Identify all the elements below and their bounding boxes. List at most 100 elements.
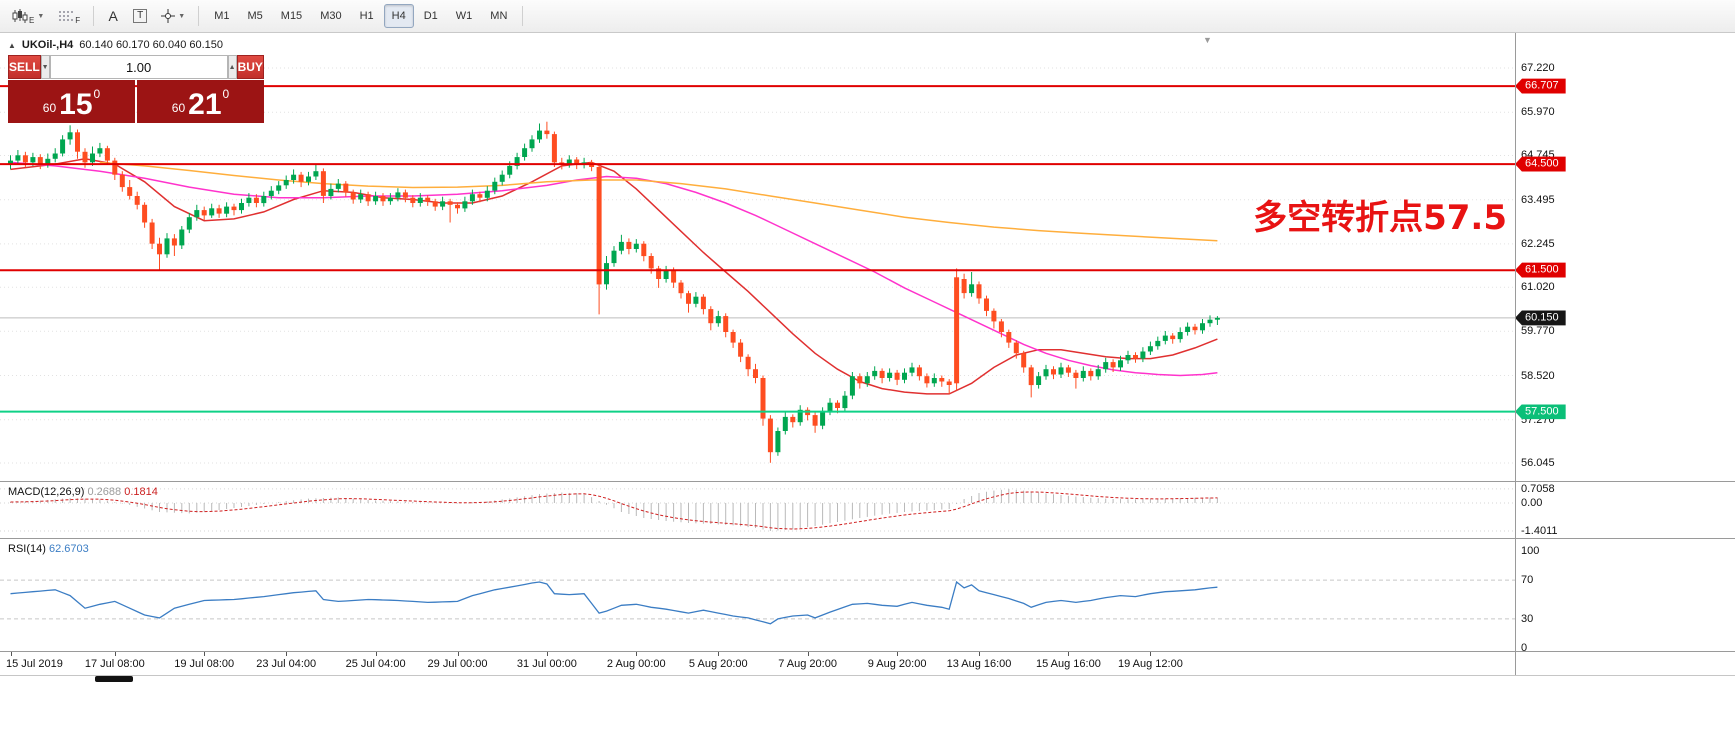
time-axis-label: 19 Aug 12:00 <box>1117 658 1183 670</box>
tool-sub-label: E <box>29 15 35 25</box>
textbox-tool-button[interactable]: T <box>127 4 153 28</box>
time-axis-label: 23 Jul 04:00 <box>256 658 317 670</box>
text-tool-icon: A <box>108 8 118 24</box>
trade-prices-row: 60 15 0 60 21 0 <box>8 80 264 123</box>
ask-prefix: 60 <box>171 101 186 115</box>
timeframe-button-m1[interactable]: M1 <box>214 10 230 22</box>
time-axis-tick <box>10 652 12 656</box>
time-axis-tick <box>546 652 548 656</box>
tool-sub-label: F <box>75 15 81 25</box>
ohlc-readout: 60.140 60.170 60.040 60.150 <box>79 39 224 51</box>
macd-axis-label: -1.4011 <box>1521 525 1558 538</box>
rsi-axis-label: 70 <box>1521 574 1534 587</box>
price-axis-badge: 60.150 <box>1515 310 1566 326</box>
window-bottom-border <box>0 675 1735 676</box>
textbox-tool-icon: T <box>133 9 148 23</box>
ask-sup-digit: 0 <box>222 87 230 101</box>
price-axis-badge: 61.500 <box>1515 262 1566 278</box>
time-axis-label: 5 Aug 20:00 <box>688 658 748 670</box>
text-tool-button[interactable]: A <box>101 4 125 28</box>
volume-increase-button[interactable]: ▲ <box>227 55 237 79</box>
macd-axis-label: 0.7058 <box>1521 482 1555 495</box>
buy-button[interactable]: BUY <box>236 55 264 79</box>
timeframe-button-mn[interactable]: MN <box>490 10 508 22</box>
toolbar-separator <box>198 6 200 26</box>
price-axis-label: 59.770 <box>1521 325 1555 338</box>
time-axis-tick <box>636 652 638 656</box>
time-axis-tick <box>807 652 809 656</box>
price-axis-badge: 57.500 <box>1515 404 1566 420</box>
price-axis-label: 58.520 <box>1521 369 1555 382</box>
time-axis-label: 9 Aug 20:00 <box>867 658 927 670</box>
time-axis-label: 2 Aug 00:00 <box>606 658 666 670</box>
time-axis-label: 31 Jul 00:00 <box>516 658 577 670</box>
time-axis-tick <box>286 652 288 656</box>
timeframe-button-h1[interactable]: H1 <box>359 10 374 22</box>
time-axis-label: 29 Jul 00:00 <box>427 658 488 670</box>
macd-value-signal: 0.1814 <box>124 486 158 498</box>
macd-chart-canvas[interactable] <box>0 482 1515 538</box>
rsi-name: RSI(14) <box>8 543 46 555</box>
price-axis-label: 65.970 <box>1521 106 1555 119</box>
macd-rsi-splitter[interactable] <box>0 538 1735 539</box>
macd-label: MACD(12,26,9) 0.2688 0.1814 <box>8 486 158 498</box>
timeframe-button-m30[interactable]: M30 <box>320 10 342 22</box>
volume-input[interactable] <box>49 55 228 79</box>
time-axis-label: 25 Jul 04:00 <box>345 658 406 670</box>
bid-prefix: 60 <box>42 101 57 115</box>
price-axis-badge: 66.707 <box>1515 78 1566 94</box>
bid-big-digits: 15 <box>59 88 93 121</box>
price-axis-label: 63.495 <box>1521 193 1555 206</box>
timeframe-button-w1[interactable]: W1 <box>455 10 473 22</box>
candlestick-icon <box>12 9 28 23</box>
toolbar-separator <box>522 6 524 26</box>
timeframe-button-d1[interactable]: D1 <box>423 10 438 22</box>
rsi-chart-canvas[interactable] <box>0 539 1515 651</box>
rsi-label: RSI(14) 62.6703 <box>8 543 89 555</box>
bottom-artifact <box>95 676 133 682</box>
time-axis-tick <box>375 652 377 656</box>
time-axis-label: 17 Jul 08:00 <box>84 658 145 670</box>
trade-controls-row: SELL ▼ ▲ BUY <box>8 55 264 79</box>
time-axis-label: 15 Jul 2019 <box>6 658 63 670</box>
caret-down-icon: ▼ <box>37 12 45 20</box>
chart-style-button[interactable]: E ▼ <box>6 4 50 28</box>
timeframe-group: M1 M5 M15 M30 H1 H4 D1 W1 MN <box>206 4 515 28</box>
macd-axis-label: 0.00 <box>1521 497 1543 509</box>
chart-annotation-text: 多空转折点57.5 <box>1253 198 1507 238</box>
collapse-panel-icon[interactable]: ▲ <box>8 40 16 50</box>
macd-value-main: 0.2688 <box>87 486 122 498</box>
time-axis-label: 7 Aug 20:00 <box>778 658 837 670</box>
volume-decrease-button[interactable]: ▼ <box>40 55 50 79</box>
price-axis-separator[interactable] <box>1515 33 1516 675</box>
price-chart-canvas[interactable] <box>0 33 1515 482</box>
time-axis-tick <box>457 652 459 656</box>
timeframe-button-m5[interactable]: M5 <box>247 10 263 22</box>
one-click-trade-panel: SELL ▼ ▲ BUY 60 15 0 60 21 0 <box>8 55 264 123</box>
toolbar: E ▼ F A T ▼ M1 M5 M15 M30 H1 H4 D1 W1 MN <box>0 0 1735 33</box>
symbol-label: UKOil-,H4 <box>21 39 74 51</box>
ask-price-box[interactable]: 60 21 0 <box>137 80 264 123</box>
time-axis-tick <box>1150 652 1152 656</box>
sell-button[interactable]: SELL <box>8 55 41 79</box>
time-axis-tick <box>1068 652 1070 656</box>
rsi-timeaxis-splitter[interactable] <box>0 651 1735 652</box>
price-axis-label: 67.220 <box>1521 62 1555 74</box>
crosshair-tool-button[interactable]: ▼ <box>155 4 191 28</box>
timeframe-button-m15[interactable]: M15 <box>280 10 303 22</box>
time-axis-tick <box>718 652 720 656</box>
rsi-axis-label: 100 <box>1521 545 1540 557</box>
time-axis-label: 13 Aug 16:00 <box>946 658 1012 670</box>
time-axis-label: 19 Jul 08:00 <box>174 658 235 670</box>
rsi-axis-label: 0 <box>1521 642 1528 654</box>
time-axis-tick <box>114 652 116 656</box>
time-axis-tick <box>979 652 980 656</box>
rsi-axis-label: 30 <box>1521 612 1534 625</box>
levels-tool-button[interactable]: F <box>52 4 86 28</box>
timeframe-button-h4[interactable]: H4 <box>383 4 414 28</box>
ask-big-digits: 21 <box>188 88 222 121</box>
price-axis-label: 56.045 <box>1521 457 1555 469</box>
chart-macd-splitter[interactable] <box>0 481 1735 482</box>
bid-price-box[interactable]: 60 15 0 <box>8 80 135 123</box>
bid-sup-digit: 0 <box>93 87 101 101</box>
